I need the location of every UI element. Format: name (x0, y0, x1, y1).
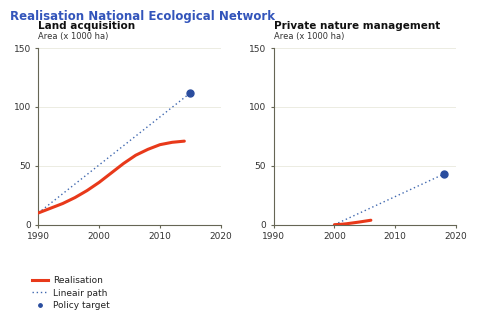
Point (440, 171, 448, 177)
Text: Area (x 1000 ha): Area (x 1000 ha) (274, 32, 344, 41)
Point (187, 90, 194, 95)
Text: Private nature management: Private nature management (274, 21, 440, 31)
Legend: Realisation, Lineair path, Policy target: Realisation, Lineair path, Policy target (28, 273, 113, 313)
Text: Realisation National Ecological Network: Realisation National Ecological Network (10, 10, 275, 22)
Text: Land acquisition: Land acquisition (38, 21, 135, 31)
Text: Area (x 1000 ha): Area (x 1000 ha) (38, 32, 109, 41)
